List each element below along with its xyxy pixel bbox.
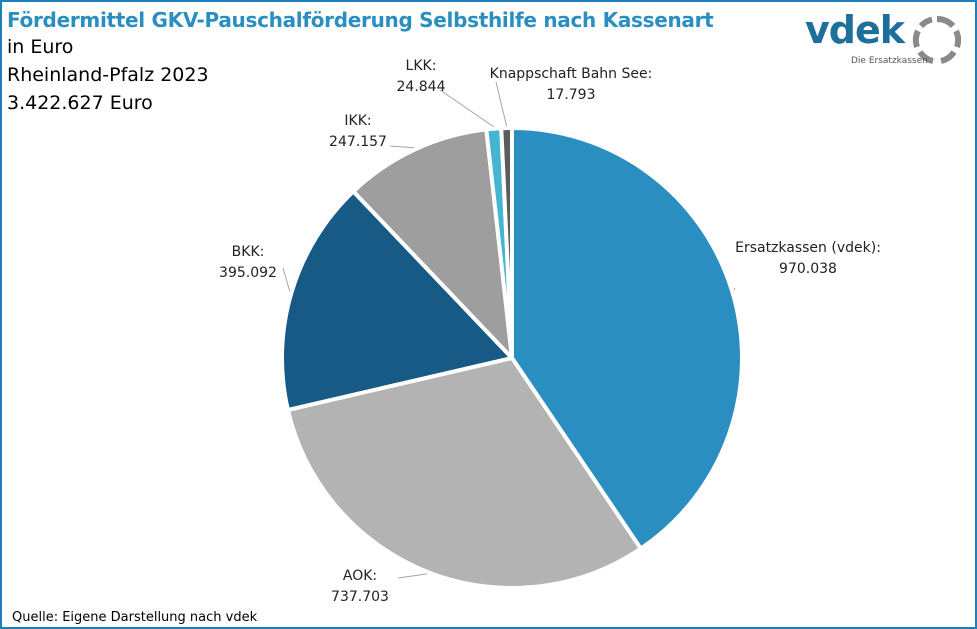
pie-slice-6 xyxy=(499,125,514,360)
logo-wordmark: vdek xyxy=(805,8,905,52)
leader-line-5 xyxy=(439,89,494,128)
slice-name-label: BKK: xyxy=(232,244,265,260)
slice-name-label: LKK: xyxy=(406,58,437,74)
vdek-logo: vdek Die Ersatzkassen xyxy=(805,8,965,72)
pie-slice-1 xyxy=(510,126,745,551)
leader-line-2 xyxy=(397,573,428,579)
slice-value-label: 970.038 xyxy=(779,261,837,277)
leader-line-6 xyxy=(495,81,508,127)
chart-title: Fördermittel GKV-Pauschalförderung Selbs… xyxy=(7,8,714,32)
unit-label: in Euro xyxy=(7,36,74,58)
leader-lines xyxy=(282,81,736,579)
leader-line-3 xyxy=(282,267,291,292)
slice-name-label: Knappschaft Bahn See: xyxy=(490,66,653,82)
slice-name-label: Ersatzkassen (vdek): xyxy=(735,240,881,256)
pie-slice-4 xyxy=(351,127,514,360)
pie-slice-2 xyxy=(285,356,643,591)
pie-slice-3 xyxy=(280,189,514,412)
slice-value-label: 737.703 xyxy=(331,589,389,605)
slice-value-label: 395.092 xyxy=(219,265,277,281)
pie-slices xyxy=(280,125,745,591)
leader-line-4 xyxy=(389,145,414,149)
region-year-label: Rheinland-Pfalz 2023 xyxy=(7,64,209,86)
source-note: Quelle: Eigene Darstellung nach vdek xyxy=(12,610,258,625)
slice-value-label: 24.844 xyxy=(397,79,446,95)
header: Fördermittel GKV-Pauschalförderung Selbs… xyxy=(7,8,714,117)
total-label: 3.422.627 Euro xyxy=(7,92,153,114)
slice-value-label: 17.793 xyxy=(547,87,596,103)
slice-name-label: AOK: xyxy=(343,568,377,584)
leader-line-1 xyxy=(733,287,736,291)
logo-tagline: Die Ersatzkassen xyxy=(851,56,928,66)
slice-value-label: 247.157 xyxy=(329,134,387,150)
slice-name-label: IKK: xyxy=(344,113,371,129)
slice-labels: Ersatzkassen (vdek): 970.038 AOK: 737.703 BK… xyxy=(219,58,881,605)
logo-ring-icon xyxy=(912,16,962,64)
